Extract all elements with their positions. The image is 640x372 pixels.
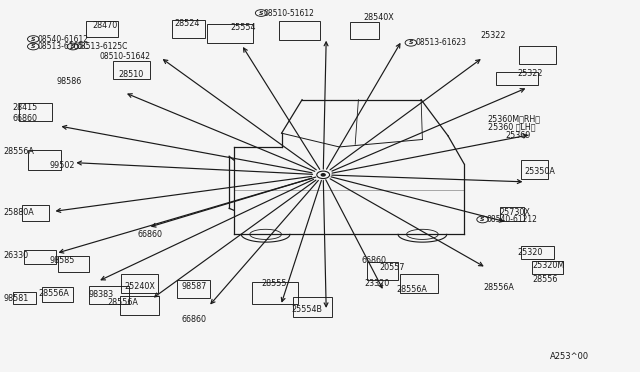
Bar bbox=[13, 292, 35, 304]
Text: 25350A: 25350A bbox=[525, 167, 556, 176]
Text: S: S bbox=[408, 40, 413, 45]
Text: 25554: 25554 bbox=[230, 23, 256, 32]
Text: 66860: 66860 bbox=[13, 114, 38, 123]
Bar bbox=[497, 71, 538, 84]
Text: 25322: 25322 bbox=[517, 69, 543, 78]
Bar bbox=[293, 297, 332, 317]
Circle shape bbox=[321, 174, 325, 176]
Text: 28524: 28524 bbox=[174, 19, 200, 28]
Text: 08513-61623: 08513-61623 bbox=[416, 38, 467, 47]
Text: S: S bbox=[259, 10, 264, 16]
Text: 28415: 28415 bbox=[13, 103, 38, 112]
Bar bbox=[22, 205, 49, 221]
Bar bbox=[521, 160, 548, 179]
Bar bbox=[519, 46, 556, 64]
Text: 23320: 23320 bbox=[365, 279, 390, 288]
Bar bbox=[19, 103, 52, 121]
Text: 28470: 28470 bbox=[93, 21, 118, 30]
Text: 98585: 98585 bbox=[50, 256, 76, 265]
Text: 28556A: 28556A bbox=[3, 147, 34, 156]
Bar bbox=[172, 20, 205, 38]
Bar bbox=[89, 286, 129, 304]
Bar bbox=[42, 287, 73, 302]
Text: 66860: 66860 bbox=[362, 256, 387, 265]
Text: 08510-51612: 08510-51612 bbox=[264, 9, 314, 17]
Bar bbox=[279, 21, 321, 40]
Text: 20557: 20557 bbox=[379, 263, 404, 272]
Text: 28556A: 28556A bbox=[397, 285, 428, 294]
Bar bbox=[400, 274, 438, 293]
Text: 25360M〈RH〉: 25360M〈RH〉 bbox=[488, 115, 541, 124]
Text: 08510-51642: 08510-51642 bbox=[99, 52, 150, 61]
Text: S: S bbox=[31, 36, 36, 42]
Bar bbox=[207, 24, 253, 43]
Text: 25360 〈LH〉: 25360 〈LH〉 bbox=[488, 123, 535, 132]
Bar bbox=[252, 282, 298, 304]
Text: 25322: 25322 bbox=[480, 31, 506, 40]
Bar bbox=[24, 250, 56, 264]
Text: 98383: 98383 bbox=[88, 290, 113, 299]
Text: 26330: 26330 bbox=[3, 251, 28, 260]
Bar bbox=[121, 274, 158, 293]
Text: A253^00: A253^00 bbox=[550, 352, 589, 361]
Text: 25240X: 25240X bbox=[125, 282, 156, 291]
Text: 28540X: 28540X bbox=[364, 13, 394, 22]
Text: 28556A: 28556A bbox=[38, 289, 69, 298]
Bar bbox=[86, 20, 118, 37]
Text: S: S bbox=[31, 44, 36, 49]
Bar bbox=[521, 247, 554, 260]
Text: 99502: 99502 bbox=[50, 161, 76, 170]
Bar bbox=[58, 256, 89, 272]
Bar bbox=[28, 150, 61, 170]
Text: 98587: 98587 bbox=[181, 282, 207, 291]
Text: 25880A: 25880A bbox=[3, 208, 34, 217]
Text: 25369: 25369 bbox=[506, 131, 531, 140]
Text: 08540-61612: 08540-61612 bbox=[37, 35, 88, 44]
Text: 28556: 28556 bbox=[532, 275, 558, 284]
Bar bbox=[500, 207, 524, 221]
Bar bbox=[351, 22, 379, 39]
Text: S: S bbox=[70, 44, 76, 49]
Text: 08540-61212: 08540-61212 bbox=[486, 215, 537, 224]
Bar bbox=[177, 280, 210, 298]
Text: 08513-6165C: 08513-6165C bbox=[37, 42, 88, 51]
Text: 28556A: 28556A bbox=[483, 283, 514, 292]
Bar bbox=[120, 296, 159, 315]
Text: 66860: 66860 bbox=[181, 315, 206, 324]
Text: 25554B: 25554B bbox=[291, 305, 322, 314]
Text: S: S bbox=[480, 217, 485, 222]
Bar bbox=[532, 260, 563, 274]
Text: 25320M: 25320M bbox=[532, 261, 564, 270]
Bar bbox=[367, 262, 398, 280]
Text: 66860: 66860 bbox=[138, 230, 163, 239]
Text: 28555: 28555 bbox=[261, 279, 287, 288]
Text: 25320: 25320 bbox=[517, 248, 543, 257]
Text: 98586: 98586 bbox=[56, 77, 81, 86]
Bar bbox=[113, 61, 150, 79]
Text: 28556A: 28556A bbox=[108, 298, 138, 307]
Text: 28510: 28510 bbox=[118, 70, 143, 79]
Text: 08513-6125C: 08513-6125C bbox=[77, 42, 128, 51]
Text: 98581: 98581 bbox=[3, 294, 28, 303]
Text: 25730X: 25730X bbox=[499, 208, 530, 217]
